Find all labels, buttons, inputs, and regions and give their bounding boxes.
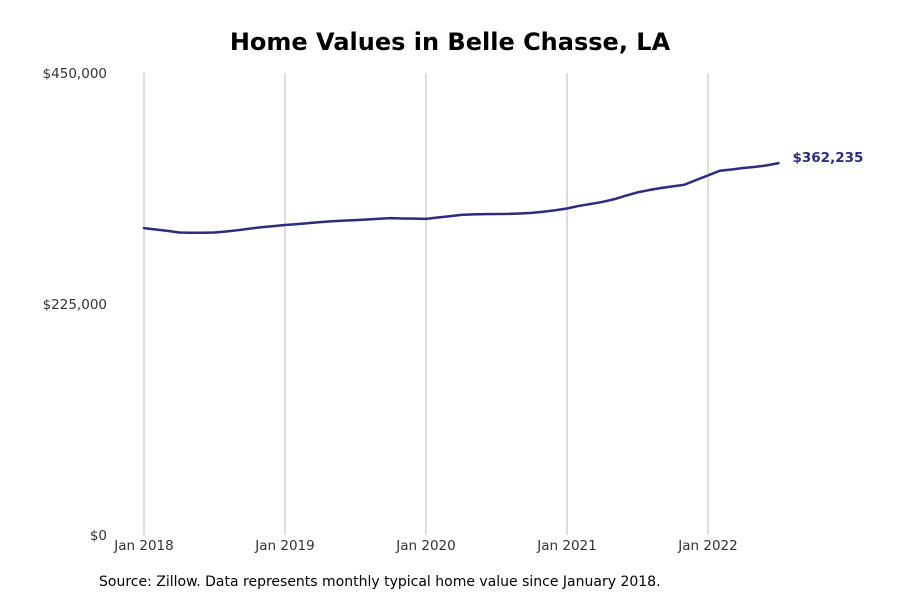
- x-tick-label: Jan 2019: [254, 538, 314, 554]
- x-tick-label: Jan 2018: [113, 538, 173, 554]
- source-note: Source: Zillow. Data represents monthly …: [99, 574, 661, 590]
- x-axis-ticks: Jan 2018 Jan 2019 Jan 2020 Jan 2021 Jan 2022: [113, 538, 737, 554]
- x-tick-label: Jan 2021: [536, 538, 596, 554]
- y-tick-label: $225,000: [43, 297, 107, 313]
- series-line-home-value: [142, 161, 780, 234]
- end-value-label: $362,235: [793, 150, 864, 166]
- x-tick-label: Jan 2020: [395, 538, 455, 554]
- gridlines: [143, 73, 709, 535]
- y-tick-label: $0: [90, 528, 107, 544]
- x-tick-label: Jan 2022: [677, 538, 737, 554]
- y-axis-ticks: $0 $225,000 $450,000: [43, 66, 107, 544]
- y-tick-label: $450,000: [43, 66, 107, 82]
- chart-title: Home Values in Belle Chasse, LA: [229, 28, 671, 56]
